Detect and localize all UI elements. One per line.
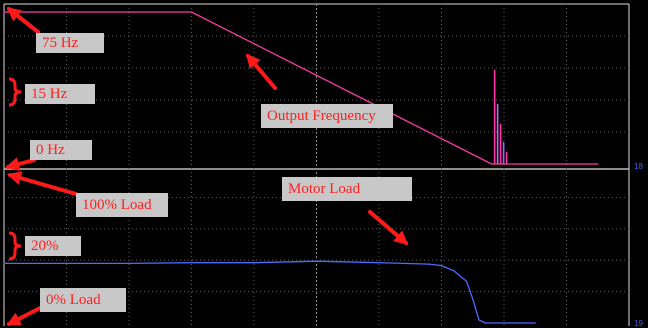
label-75hz: 75 Hz [36,33,104,53]
motor-load-point [3,262,5,264]
annotation-arrows [5,7,409,326]
motor-load-point [190,262,193,264]
motor-load-point [472,298,474,300]
arrow-0hz [5,157,36,171]
motor-load-point [428,263,430,265]
arrow-100-load-head [7,171,23,185]
motor-load-point [440,265,443,267]
arrow-0-load-head [6,312,22,326]
motor-load-point [65,262,68,264]
output-frequency-point [3,11,5,13]
arrow-100-load-shaft [8,173,78,196]
label-motor-load: Motor Load [282,177,412,201]
output-frequency-point [190,11,193,13]
arrow-motor-load-head [393,230,409,245]
label-output-frequency: Output Frequency [261,104,393,128]
label-100-load: 100% Load [76,193,168,217]
output-frequency-trace [4,11,598,165]
arrow-motor-load [368,210,409,245]
label-15hz: 15 Hz [25,84,95,104]
motor-load-point [378,262,380,264]
motor-load-point [128,262,130,264]
motor-load-point [534,322,536,324]
motor-load-point [484,322,486,324]
label-0-load: 0% Load [40,288,126,312]
arrow-output-frequency-head [246,53,261,69]
arrow-output-frequency [246,53,277,90]
traces [3,11,599,324]
output-frequency-point [490,163,493,165]
bracket-20-percent [8,231,22,261]
bracket-15hz [8,77,22,107]
motor-load-point [253,262,255,264]
channel-marker-18: 18 [634,162,643,171]
motor-load-point [453,270,455,272]
arrow-75hz-head [6,7,22,22]
arrow-0hz-head [5,157,21,171]
label-0hz: 0 Hz [30,140,92,160]
arrow-0-load [6,304,46,326]
arrow-75hz [6,7,40,34]
motor-load-point [315,260,318,262]
output-frequency-point [597,163,599,165]
label-20-percent: 20% [25,236,81,256]
channel-marker-19: 19 [634,319,643,328]
motor-load-point [465,280,468,282]
motor-load-point [478,319,480,321]
arrow-100-load [7,171,78,196]
